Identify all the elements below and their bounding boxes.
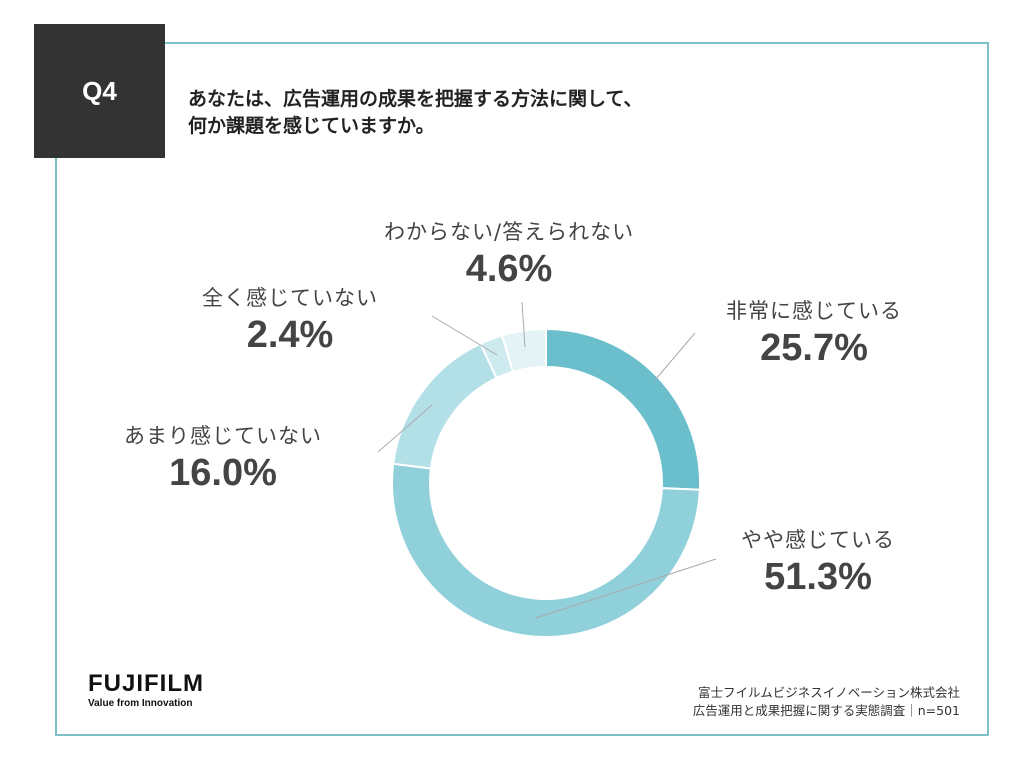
label-percent: 25.7% [760,327,868,369]
label-percent: 2.4% [246,314,334,356]
label-percent: 16.0% [169,452,277,494]
leader-line-not-much [377,404,433,453]
content-frame [55,42,989,736]
leader-line-very [654,332,696,381]
slice-very [545,327,701,491]
question-line-2: 何か課題を感じていますか。 [188,115,435,137]
leader-line-not-at-all [431,315,498,356]
label-name: 全く感じていない [202,286,378,310]
label-name: あまり感じていない [124,424,322,448]
question-text: あなたは、広告運用の成果を把握する方法に関して、 何か課題を感じていますか。 [188,86,788,140]
fujifilm-logo: FUJIFILM Value from Innovation [88,670,204,710]
slice-not-much [392,342,498,470]
source-note: 富士フイルムビジネスイノベーション株式会社 広告運用と成果把握に関する実態調査｜… [693,684,960,720]
slice-somewhat [391,462,701,638]
source-company: 富士フイルムビジネスイノベーション株式会社 [697,685,960,700]
question-line-1: あなたは、広告運用の成果を把握する方法に関して、 [188,88,643,110]
source-survey: 広告運用と成果把握に関する実態調査｜n=501 [692,703,960,718]
slice-unknown [500,327,547,374]
label-very: 非常に感じている 25.7% [726,295,902,370]
label-percent: 51.3% [764,556,872,598]
label-not-at-all: 全く感じていない 2.4% [202,282,378,357]
label-name: わからない/答えられない [384,220,635,244]
logo-tagline: Value from Innovation [88,698,193,709]
label-name: 非常に感じている [726,299,902,323]
label-name: やや感じている [741,528,895,552]
leader-line-unknown [521,301,526,348]
logo-brand: FUJIFILM [88,670,204,697]
label-unknown: わからない/答えられない 4.6% [384,216,634,291]
question-badge: Q4 [34,24,165,158]
leader-line-somewhat [535,558,717,619]
label-not-much: あまり感じていない 16.0% [124,420,322,495]
label-somewhat: やや感じている 51.3% [741,524,895,599]
label-percent: 4.6% [465,248,553,290]
